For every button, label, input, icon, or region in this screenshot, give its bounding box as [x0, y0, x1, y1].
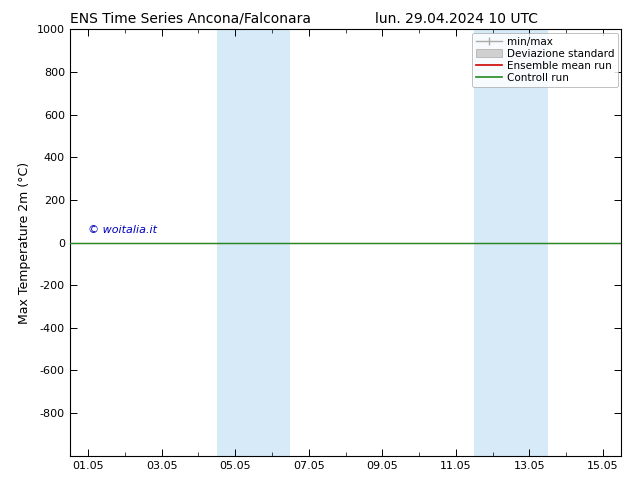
- Legend: min/max, Deviazione standard, Ensemble mean run, Controll run: min/max, Deviazione standard, Ensemble m…: [472, 32, 618, 87]
- Bar: [474, 29, 548, 456]
- Text: ENS Time Series Ancona/Falconara: ENS Time Series Ancona/Falconara: [70, 12, 311, 26]
- Bar: [217, 29, 290, 456]
- Text: lun. 29.04.2024 10 UTC: lun. 29.04.2024 10 UTC: [375, 12, 538, 26]
- Text: © woitalia.it: © woitalia.it: [89, 225, 157, 236]
- Y-axis label: Max Temperature 2m (°C): Max Temperature 2m (°C): [18, 162, 31, 323]
